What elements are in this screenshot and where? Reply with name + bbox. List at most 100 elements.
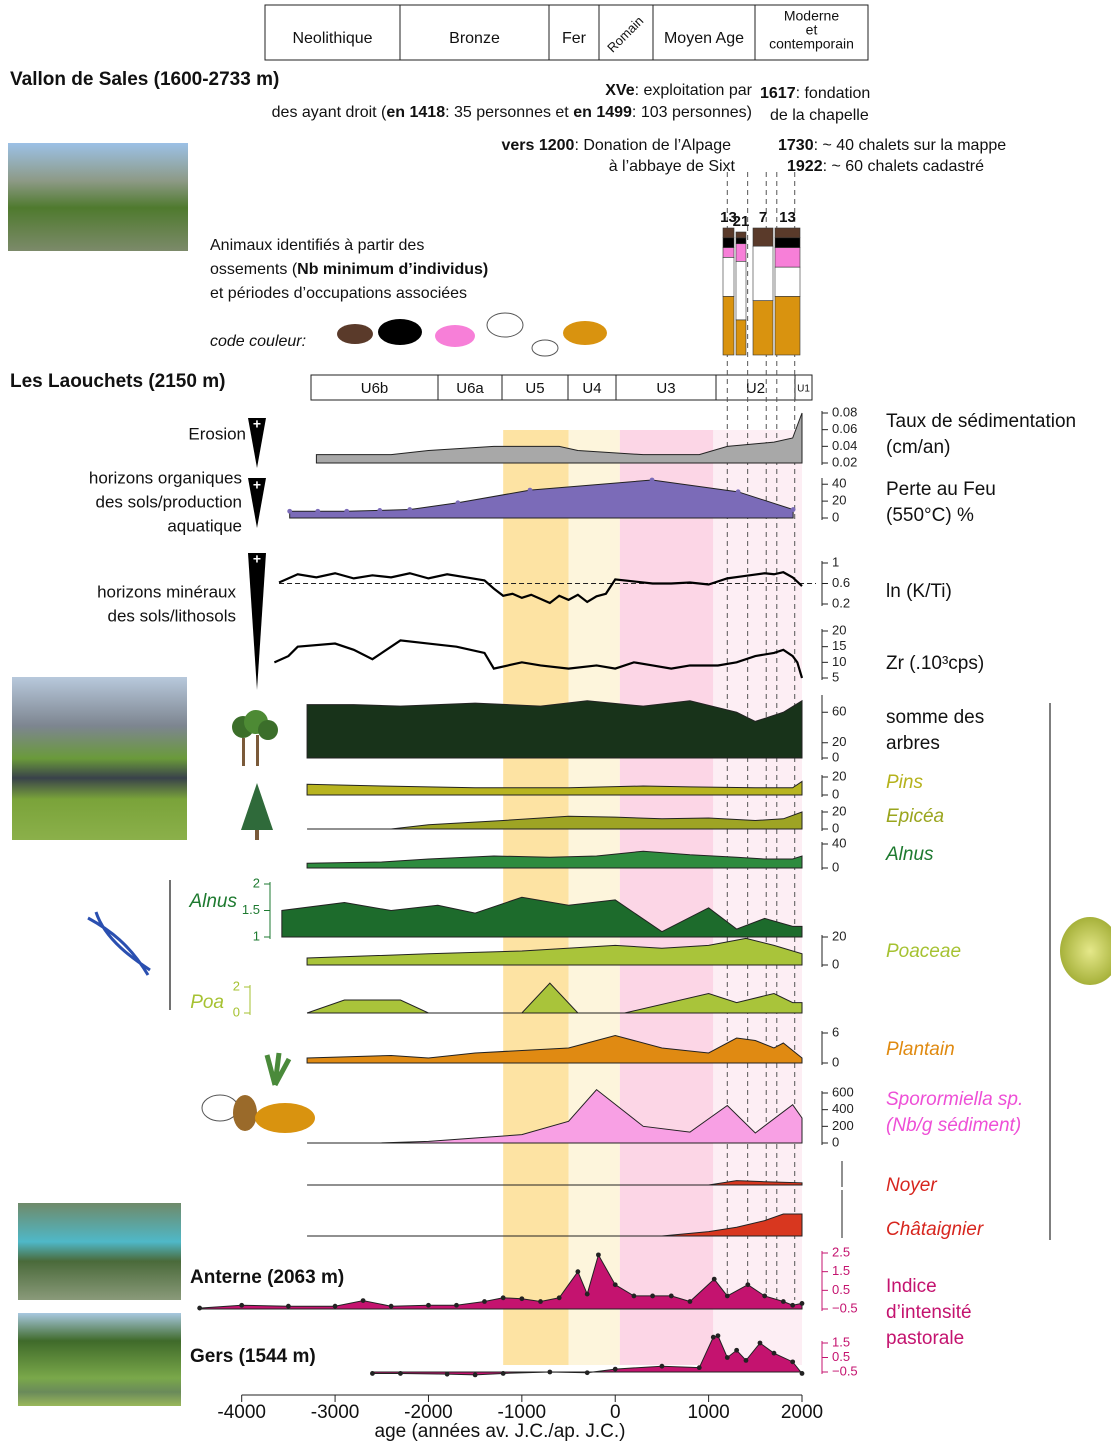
- y-tick-label: 0.5: [832, 1349, 850, 1364]
- line: [273, 639, 804, 679]
- series-label: Zr (.10³cps): [886, 653, 984, 674]
- period-label: Fer: [562, 30, 587, 47]
- data-point: [735, 489, 741, 495]
- y-tick-label: 400: [832, 1101, 854, 1116]
- annotation-part: en 1499: [573, 104, 632, 121]
- data-point: [799, 1301, 805, 1306]
- data-point: [743, 1358, 749, 1363]
- annotation-part: : Donation de l’Alpage: [574, 137, 731, 154]
- y-tick-label: 6: [832, 1024, 839, 1039]
- gradient-label: aquatique: [167, 516, 242, 535]
- data-point: [556, 1295, 562, 1301]
- annotation-part: vers 1200: [501, 137, 574, 154]
- annotation-part: 1730: [778, 137, 814, 154]
- data-point: [426, 1302, 431, 1308]
- data-point: [344, 508, 350, 514]
- bar-segment: [752, 227, 774, 247]
- y-tick-label: 10: [832, 654, 846, 669]
- area: [306, 699, 803, 759]
- area: [315, 412, 803, 464]
- annotation-part: Animaux identifiés à partir des: [210, 237, 424, 254]
- series-label: Indice: [886, 1276, 937, 1297]
- data-point: [650, 1293, 655, 1299]
- y-tick-label: 40: [832, 835, 846, 850]
- x-axis-title: age (années av. J.C./ap. J.C.): [375, 1421, 626, 1441]
- data-point: [388, 1303, 394, 1309]
- annotation-part: XVe: [605, 82, 634, 99]
- bar-total: 13: [720, 209, 737, 226]
- data-point: [360, 1298, 366, 1303]
- bar-segment: [722, 247, 735, 258]
- y-tick-label: 0.5: [832, 1282, 850, 1297]
- period-label: et: [806, 22, 818, 38]
- area: [307, 1180, 803, 1186]
- data-point: [790, 1302, 796, 1308]
- y-tick-label: 20: [832, 622, 846, 637]
- annotation-part: : 103 personnes): [632, 104, 752, 121]
- bar-segment: [735, 243, 747, 262]
- y-tick-label: 1.5: [242, 902, 260, 917]
- data-point: [790, 507, 796, 512]
- annotation: 1730: ~ 40 chalets sur la mappe: [778, 137, 1006, 154]
- annotation-part: : ~ 40 chalets sur la mappe: [814, 137, 1007, 154]
- data-point: [584, 1370, 590, 1376]
- area: [371, 1335, 803, 1376]
- photo: [18, 1313, 181, 1406]
- series-label: somme des: [886, 707, 984, 728]
- area: [306, 982, 803, 1014]
- annotation: 1922: ~ 60 chalets cadastré: [787, 158, 984, 175]
- y-tick-label: 0: [832, 1134, 839, 1149]
- bar-total: 7: [759, 209, 767, 226]
- y-tick-label: 0.06: [832, 421, 857, 436]
- data-point: [687, 1299, 693, 1304]
- y-tick-label: 0: [832, 1054, 839, 1069]
- y-tick-label: 20: [832, 493, 846, 508]
- y-tick-label: 600: [832, 1084, 854, 1099]
- data-point: [715, 1333, 721, 1339]
- annotation: 1617: fondation: [760, 85, 870, 102]
- area: [307, 1213, 803, 1237]
- y-tick-label: 0.08: [832, 404, 857, 419]
- svg-text:+: +: [253, 477, 261, 493]
- bar-segment: [735, 231, 747, 239]
- data-point: [612, 1366, 618, 1372]
- data-point: [472, 1372, 478, 1378]
- color-code-label: code couleur:: [210, 333, 306, 350]
- y-tick-label: 0: [832, 859, 839, 874]
- y-tick-label: 0: [832, 956, 839, 971]
- line: [278, 571, 803, 605]
- y-tick-label: 1: [832, 554, 839, 569]
- unit-label: U6b: [361, 380, 389, 397]
- series-label: Poa: [190, 992, 224, 1013]
- series-label: Pins: [886, 772, 923, 793]
- data-point: [239, 1302, 245, 1308]
- annotation-part: : 35 personnes et: [445, 104, 573, 121]
- x-tick-label: -4000: [217, 1402, 266, 1423]
- y-tick-label: 1.5: [832, 1334, 850, 1349]
- series-label: Alnus: [885, 844, 934, 865]
- bar-total: 13: [779, 209, 796, 226]
- unit-label: U5: [525, 380, 544, 397]
- period-band: [503, 430, 569, 1365]
- svg-text:+: +: [253, 416, 261, 432]
- period-label: Bronze: [449, 30, 500, 47]
- dna-icon: [87, 911, 151, 976]
- data-point: [500, 1371, 506, 1376]
- y-tick-label: 20: [832, 768, 846, 783]
- data-point: [519, 1296, 525, 1302]
- annotation-part: ossements (: [210, 261, 298, 278]
- y-tick-label: 20: [832, 928, 846, 943]
- animal-icons: [201, 312, 607, 1133]
- data-point: [454, 1302, 459, 1308]
- bar-segment: [735, 260, 747, 321]
- series-label: d’intensité: [886, 1302, 972, 1323]
- gradient-label: horizons minéraux: [97, 582, 236, 601]
- period-band: [713, 430, 802, 1365]
- period-label: Neolithique: [292, 30, 372, 47]
- y-tick-label: 5: [832, 669, 839, 684]
- annotation-part: 1617: [760, 85, 796, 102]
- area: [306, 780, 803, 796]
- series-label: (cm/an): [886, 437, 950, 458]
- gradient-label: horizons organiques: [89, 468, 242, 487]
- unit-label: U4: [582, 380, 601, 397]
